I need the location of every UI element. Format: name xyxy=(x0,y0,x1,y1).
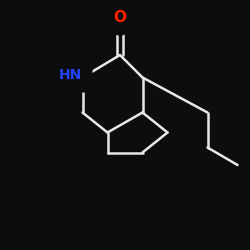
Text: O: O xyxy=(114,10,126,25)
Circle shape xyxy=(110,15,130,35)
Text: HN: HN xyxy=(58,68,82,82)
FancyBboxPatch shape xyxy=(58,62,92,92)
